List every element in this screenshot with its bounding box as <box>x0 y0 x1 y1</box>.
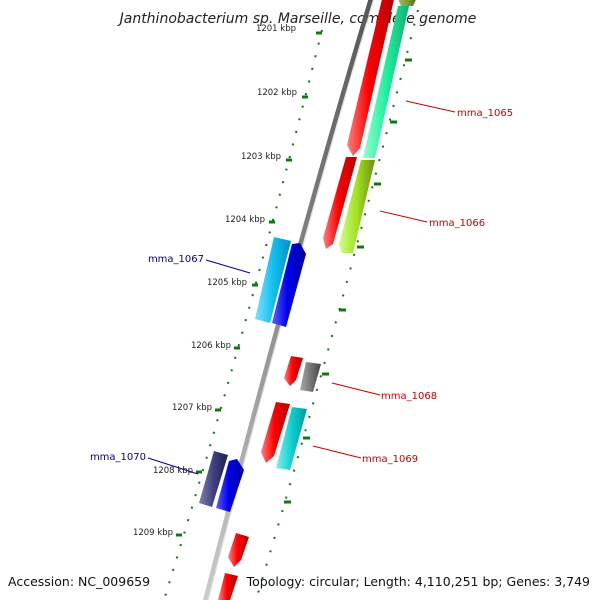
tick-label-1201: 1201 kbp <box>256 24 296 34</box>
tick-label-1206: 1206 kbp <box>191 341 231 351</box>
gene-mma-1066[interactable] <box>339 160 375 253</box>
outer-ring-ticks <box>284 58 412 504</box>
minus-strand-genes <box>218 0 418 600</box>
tick-label-1202: 1202 kbp <box>257 88 297 98</box>
gene-blue-segment-1[interactable] <box>272 243 306 327</box>
gene-red-small[interactable] <box>284 356 303 386</box>
gene-blue-segment-2[interactable] <box>216 459 244 512</box>
gene-labels: mma_1065 mma_1066 mma_1067 mma_1068 mma_… <box>90 108 513 465</box>
gene-red-segment-5[interactable] <box>218 573 238 600</box>
tick-label-1203: 1203 kbp <box>241 152 281 162</box>
gene-label-mma-1068[interactable]: mma_1068 <box>381 391 437 402</box>
tick-label-1209: 1209 kbp <box>133 528 173 538</box>
gene-red-segment-4[interactable] <box>228 533 249 567</box>
gene-red-segment-3[interactable] <box>261 402 290 463</box>
label-connectors <box>147 100 456 475</box>
gene-label-mma-1070[interactable]: mma_1070 <box>90 452 146 463</box>
tick-label-1205: 1205 kbp <box>207 278 247 288</box>
gene-mma-1069[interactable] <box>276 407 307 470</box>
scale-ring <box>163 29 323 600</box>
plus-strand-genes <box>199 237 306 512</box>
accession-text: Accession: NC_009659 <box>8 574 150 589</box>
gene-mma-1070[interactable] <box>199 451 228 507</box>
gene-mma-1064-red[interactable] <box>347 0 395 156</box>
scale-tick-labels: 1201 kbp 1202 kbp 1203 kbp 1204 kbp 1205… <box>133 24 297 538</box>
gene-mma-1065[interactable] <box>363 6 409 158</box>
gene-label-mma-1065[interactable]: mma_1065 <box>457 108 513 119</box>
gene-red-segment-2[interactable] <box>323 157 357 249</box>
tick-label-1207: 1207 kbp <box>172 403 212 413</box>
gene-mma-1067[interactable] <box>255 237 291 323</box>
gene-label-mma-1066[interactable]: mma_1066 <box>429 218 485 229</box>
tick-label-1204: 1204 kbp <box>225 215 265 225</box>
tick-label-1208: 1208 kbp <box>153 466 193 476</box>
gene-label-mma-1069[interactable]: mma_1069 <box>362 454 418 465</box>
map-title: Janthinobacterium sp. Marseille, complet… <box>117 11 477 27</box>
gene-mma-1068[interactable] <box>300 362 321 392</box>
gene-label-mma-1067[interactable]: mma_1067 <box>148 254 204 265</box>
scale-major-ticks <box>176 31 322 537</box>
gene-top-olive[interactable] <box>396 0 418 6</box>
genome-summary-text: Topology: circular; Length: 4,110,251 bp… <box>246 574 590 589</box>
